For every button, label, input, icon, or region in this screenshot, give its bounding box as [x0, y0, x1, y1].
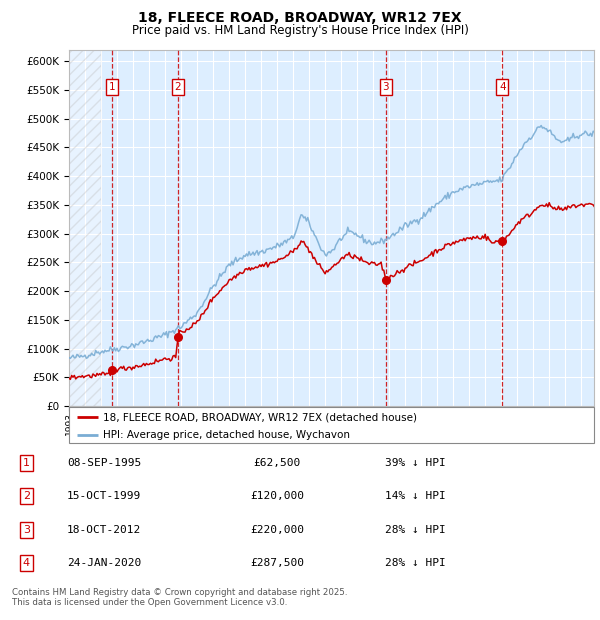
- Text: 1: 1: [109, 82, 115, 92]
- Text: 28% ↓ HPI: 28% ↓ HPI: [385, 525, 446, 534]
- Text: Contains HM Land Registry data © Crown copyright and database right 2025.
This d: Contains HM Land Registry data © Crown c…: [12, 588, 347, 607]
- Text: 18-OCT-2012: 18-OCT-2012: [67, 525, 141, 534]
- Text: 18, FLEECE ROAD, BROADWAY, WR12 7EX (detached house): 18, FLEECE ROAD, BROADWAY, WR12 7EX (det…: [103, 412, 417, 422]
- Text: 28% ↓ HPI: 28% ↓ HPI: [385, 558, 446, 568]
- Text: 15-OCT-1999: 15-OCT-1999: [67, 492, 141, 502]
- Text: 24-JAN-2020: 24-JAN-2020: [67, 558, 141, 568]
- Text: 2: 2: [175, 82, 181, 92]
- Text: 18, FLEECE ROAD, BROADWAY, WR12 7EX: 18, FLEECE ROAD, BROADWAY, WR12 7EX: [138, 11, 462, 25]
- Text: Price paid vs. HM Land Registry's House Price Index (HPI): Price paid vs. HM Land Registry's House …: [131, 24, 469, 37]
- Text: 4: 4: [499, 82, 506, 92]
- Bar: [69, 50, 101, 406]
- Text: 3: 3: [383, 82, 389, 92]
- Text: 1: 1: [23, 458, 30, 468]
- FancyBboxPatch shape: [69, 407, 594, 443]
- Text: HPI: Average price, detached house, Wychavon: HPI: Average price, detached house, Wych…: [103, 430, 350, 440]
- Text: 3: 3: [23, 525, 30, 534]
- Text: 2: 2: [23, 492, 30, 502]
- Text: £220,000: £220,000: [250, 525, 304, 534]
- Text: 39% ↓ HPI: 39% ↓ HPI: [385, 458, 446, 468]
- Text: 14% ↓ HPI: 14% ↓ HPI: [385, 492, 446, 502]
- Text: £62,500: £62,500: [253, 458, 301, 468]
- Text: 08-SEP-1995: 08-SEP-1995: [67, 458, 141, 468]
- Text: £287,500: £287,500: [250, 558, 304, 568]
- Text: 4: 4: [23, 558, 30, 568]
- Text: £120,000: £120,000: [250, 492, 304, 502]
